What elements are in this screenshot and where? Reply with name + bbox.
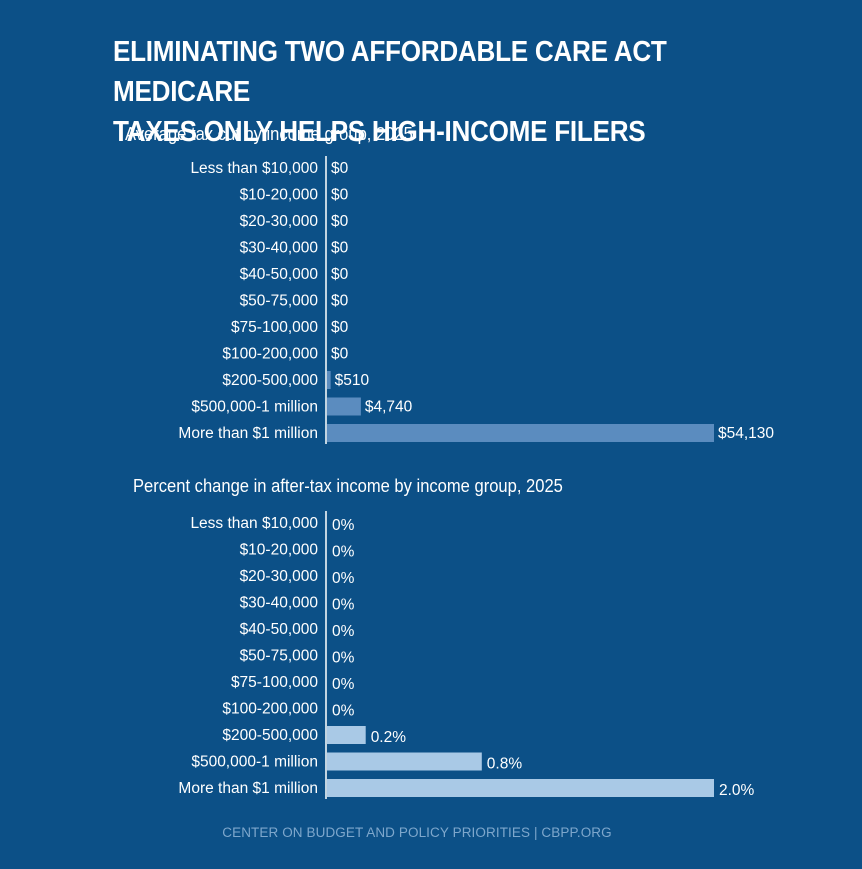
tax-cut-category-label: $50-75,000 (240, 293, 319, 310)
tax-cut-category-label: $40-50,000 (240, 266, 319, 283)
percent-change-value-label: 0% (332, 597, 355, 614)
percent-change-category-label: $75-100,000 (231, 674, 318, 691)
percent-change-value-label: 0% (332, 544, 355, 561)
tax-cut-value-label: $0 (331, 160, 349, 177)
tax-cut-value-label: $0 (331, 213, 349, 230)
percent-change-value-label: 0.2% (371, 729, 407, 746)
percent-change-chart-title: Percent change in after-tax income by in… (133, 476, 563, 496)
tax-cut-value-label: $510 (335, 372, 370, 389)
tax-cut-category-label: $10-20,000 (240, 187, 319, 204)
tax-cut-value-label: $0 (331, 346, 349, 363)
percent-change-value-label: 0% (332, 517, 355, 534)
percent-change-bar (327, 726, 366, 744)
tax-cut-value-label: $0 (331, 319, 349, 336)
percent-change-category-label: More than $1 million (178, 780, 318, 797)
source-footer: CENTER ON BUDGET AND POLICY PRIORITIES |… (222, 825, 612, 840)
tax-cut-value-label: $4,740 (365, 399, 413, 416)
chart-title: Eliminating Two Affordable Care Act Medi… (113, 32, 743, 152)
percent-change-value-label: 0% (332, 650, 355, 667)
percent-change-category-label: Less than $10,000 (190, 515, 318, 532)
percent-change-category-label: $500,000-1 million (191, 754, 318, 771)
percent-change-category-label: $40-50,000 (240, 621, 319, 638)
tax-cut-category-label: $20-30,000 (240, 213, 319, 230)
tax-cut-category-label: $200-500,000 (222, 372, 318, 389)
percent-change-category-label: $30-40,000 (240, 595, 319, 612)
percent-change-bar (327, 779, 714, 797)
title-line-2: Taxes Only Helps High-Income Filers (113, 116, 646, 148)
tax-cut-category-label: More than $1 million (178, 425, 318, 442)
tax-cut-category-label: $100-200,000 (222, 346, 318, 363)
tax-cut-category-label: $30-40,000 (240, 240, 319, 257)
tax-cut-value-label: $0 (331, 293, 349, 310)
percent-change-category-label: $100-200,000 (222, 701, 318, 718)
percent-change-value-label: 0.8% (487, 756, 523, 773)
tax-cut-value-label: $54,130 (718, 425, 774, 442)
percent-change-value-label: 0% (332, 570, 355, 587)
tax-cut-chart: Less than $10,000 $0 $10-20,000 $0 $20-30,00… (178, 156, 774, 444)
tax-cut-category-label: Less than $10,000 (190, 160, 318, 177)
percent-change-value-label: 0% (332, 623, 355, 640)
tax-cut-value-label: $0 (331, 187, 349, 204)
percent-change-value-label: 0% (332, 703, 355, 720)
percent-change-category-label: $10-20,000 (240, 542, 319, 559)
tax-cut-value-label: $0 (331, 240, 349, 257)
tax-cut-category-label: $500,000-1 million (191, 399, 318, 416)
percent-change-value-label: 2.0% (719, 782, 755, 799)
title-line-1: Eliminating Two Affordable Care Act Medi… (113, 36, 667, 108)
percent-change-chart: Less than $10,000 0% $10-20,000 0% $20-30,00… (178, 511, 755, 799)
percent-change-category-label: $20-30,000 (240, 568, 319, 585)
tax-cut-chart-title: Average tax cut by income group, 2025 (125, 124, 413, 144)
tax-cut-bar (327, 371, 331, 389)
tax-cut-category-label: $75-100,000 (231, 319, 318, 336)
percent-change-value-label: 0% (332, 676, 355, 693)
tax-cut-bar (327, 424, 714, 442)
tax-cut-value-label: $0 (331, 266, 349, 283)
tax-cut-bar (327, 397, 361, 416)
percent-change-category-label: $50-75,000 (240, 648, 319, 665)
percent-change-bar (327, 752, 482, 771)
percent-change-category-label: $200-500,000 (222, 727, 318, 744)
